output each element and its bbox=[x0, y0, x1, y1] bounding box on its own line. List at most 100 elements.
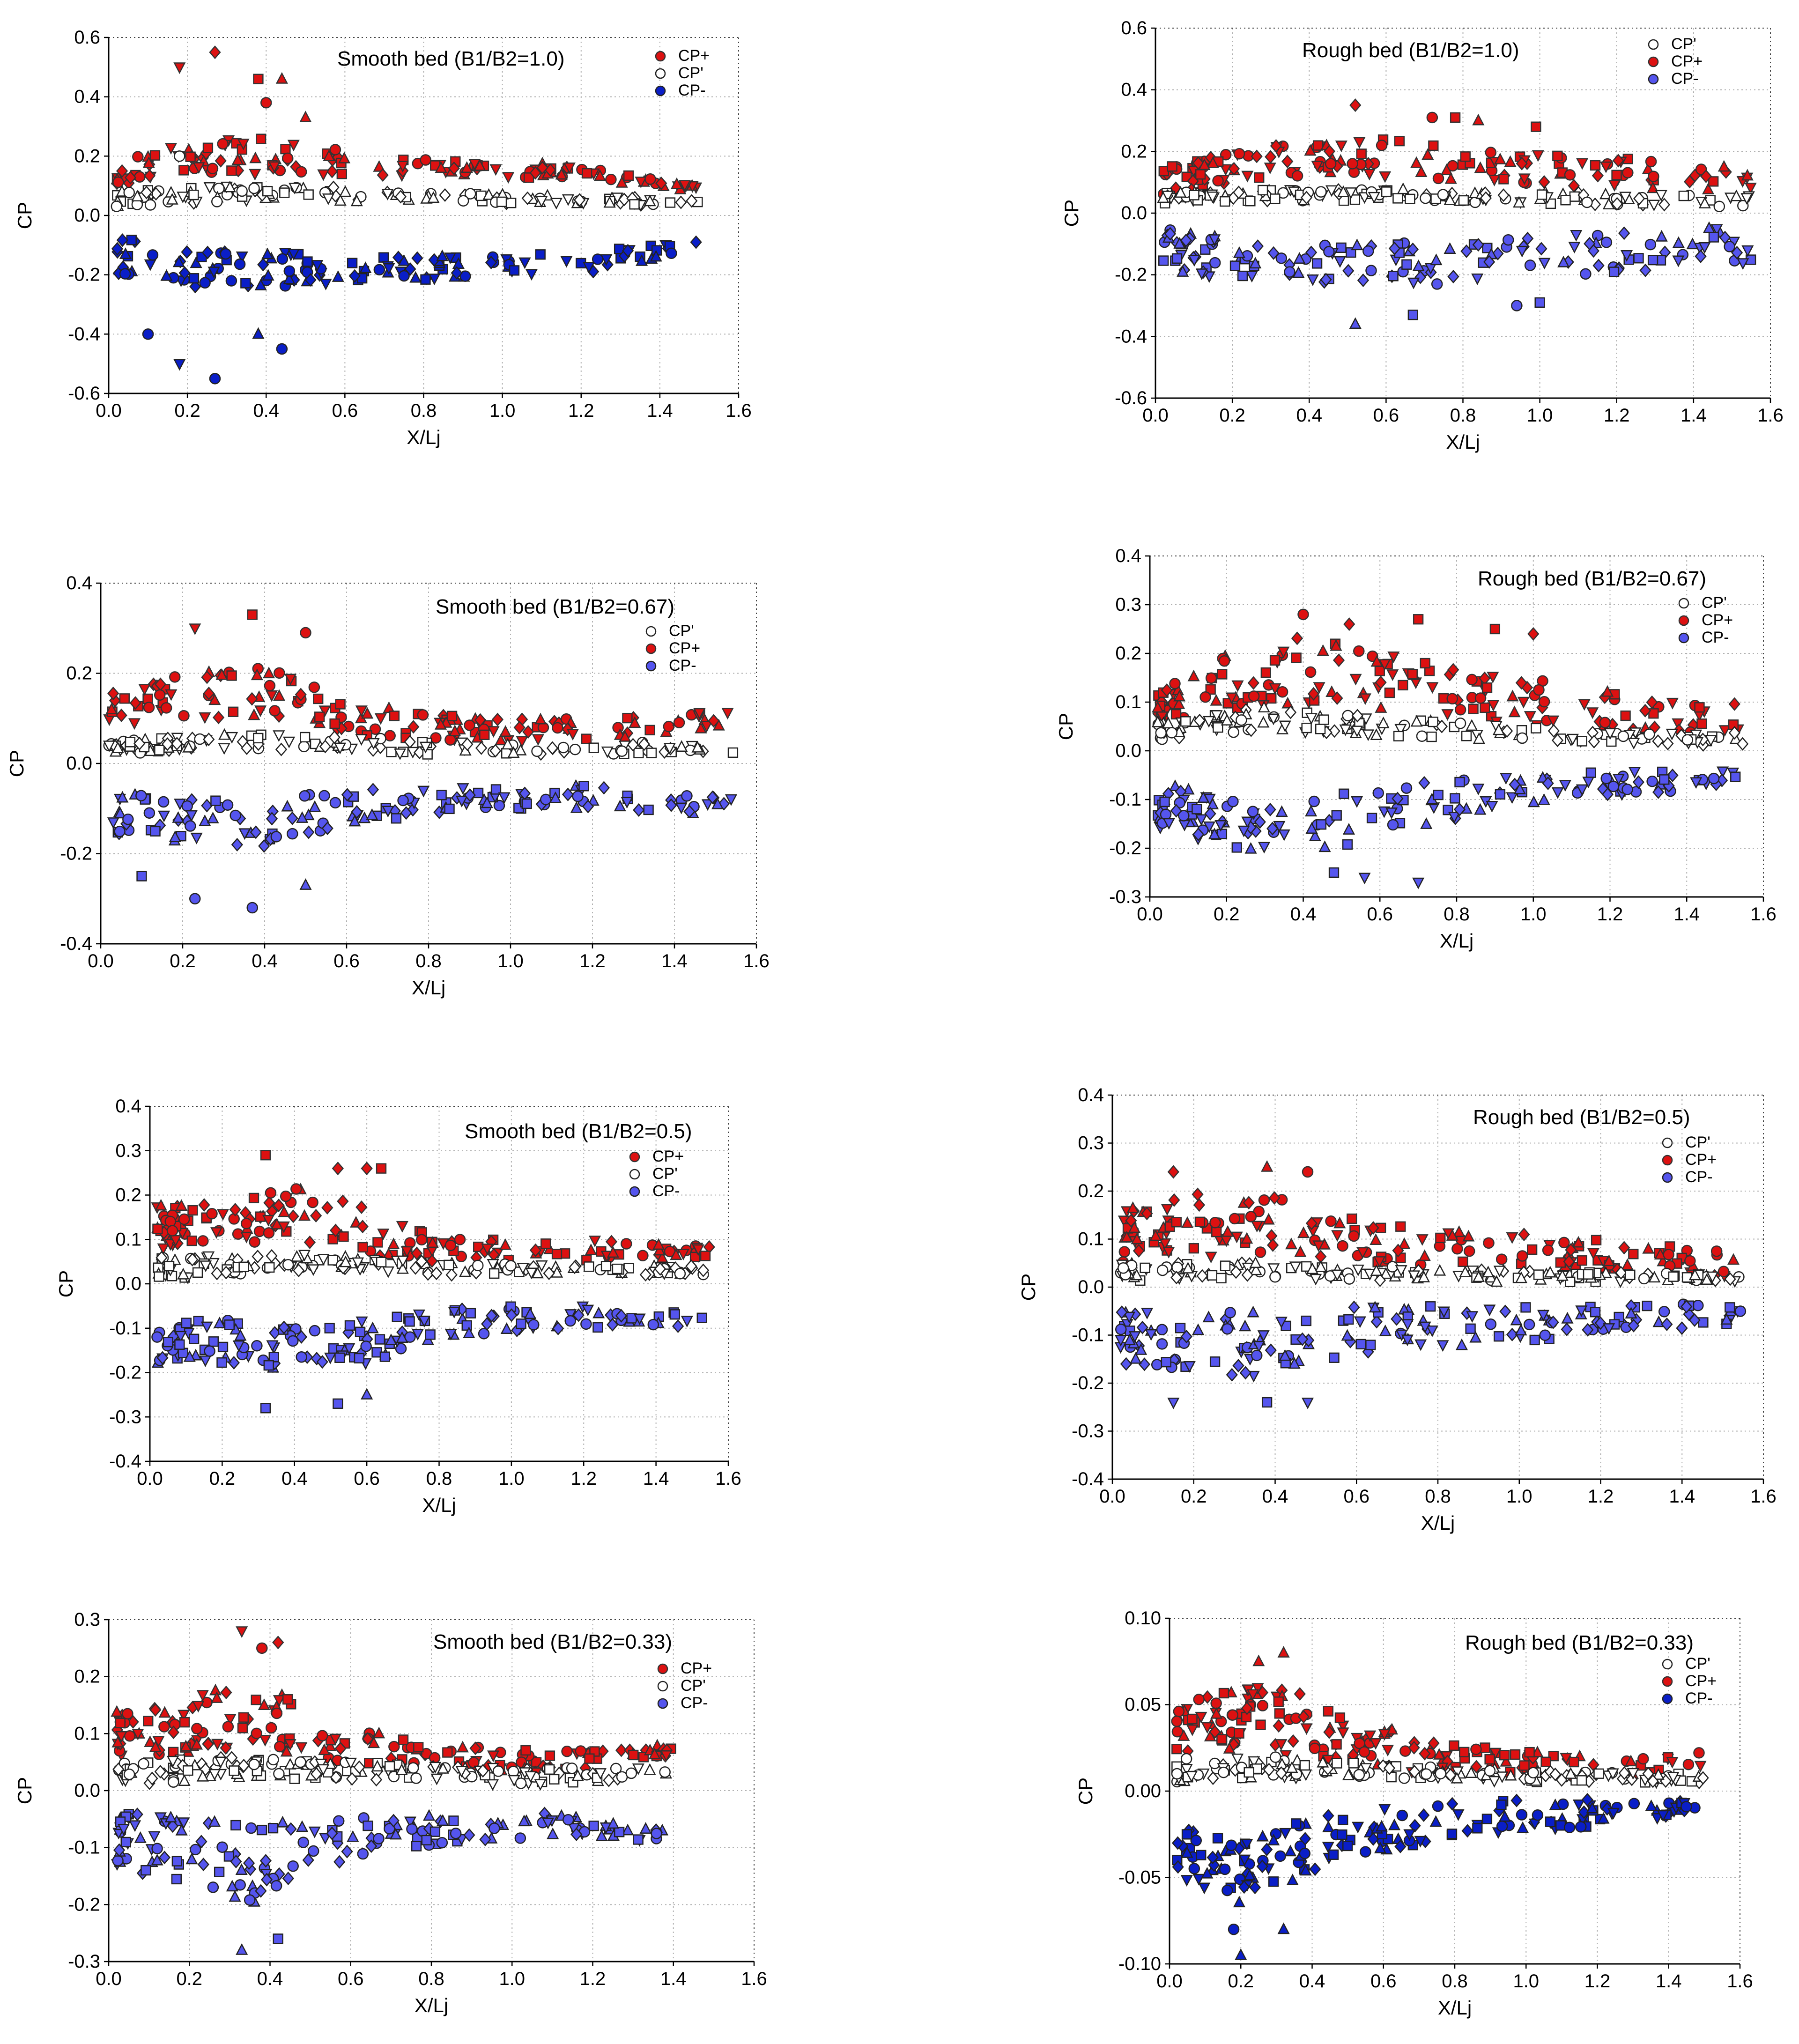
data-point bbox=[605, 1235, 618, 1249]
data-point bbox=[622, 244, 634, 258]
data-point bbox=[1500, 773, 1512, 785]
data-point bbox=[420, 154, 431, 166]
data-point bbox=[1480, 191, 1492, 205]
x-tick-label: 0.8 bbox=[1450, 405, 1476, 426]
data-point bbox=[628, 1749, 639, 1761]
data-point bbox=[1219, 164, 1232, 176]
data-point bbox=[1724, 241, 1735, 252]
data-point bbox=[280, 1745, 293, 1757]
data-point bbox=[1322, 1842, 1334, 1854]
data-point bbox=[188, 273, 200, 284]
data-point bbox=[1648, 200, 1660, 212]
data-point bbox=[376, 1257, 387, 1267]
data-point bbox=[1377, 716, 1390, 728]
data-point bbox=[1515, 1324, 1527, 1336]
data-point bbox=[111, 200, 123, 212]
data-point bbox=[1217, 669, 1228, 680]
data-point bbox=[209, 373, 221, 385]
data-point bbox=[571, 1769, 584, 1781]
data-point bbox=[332, 270, 344, 282]
data-point bbox=[1349, 317, 1362, 329]
data-point bbox=[1247, 1305, 1259, 1318]
panel-title: Rough bed (B1/B2=1.0) bbox=[1302, 39, 1519, 62]
data-point bbox=[1648, 170, 1659, 182]
data-point bbox=[1496, 1820, 1508, 1832]
data-point bbox=[1171, 1261, 1183, 1274]
data-point bbox=[1396, 1809, 1408, 1822]
data-point bbox=[262, 185, 273, 197]
data-point bbox=[1337, 1240, 1348, 1252]
data-point bbox=[1195, 814, 1207, 826]
data-point bbox=[1323, 1725, 1335, 1739]
data-point bbox=[1668, 1271, 1679, 1282]
legend-marker bbox=[655, 68, 666, 79]
data-point bbox=[1538, 696, 1550, 708]
data-point bbox=[1625, 1269, 1636, 1280]
data-point bbox=[1466, 1311, 1479, 1323]
data-point bbox=[1251, 1683, 1264, 1695]
data-point bbox=[643, 804, 654, 815]
data-point bbox=[284, 1739, 296, 1751]
data-point bbox=[1515, 1271, 1528, 1283]
data-point bbox=[1626, 1772, 1638, 1786]
data-point bbox=[582, 168, 592, 179]
data-point bbox=[572, 790, 584, 802]
data-point bbox=[1275, 1766, 1288, 1780]
data-point bbox=[1454, 718, 1466, 729]
data-point bbox=[1372, 787, 1384, 799]
data-point bbox=[1374, 666, 1385, 676]
data-point bbox=[1339, 724, 1352, 736]
data-point bbox=[1245, 196, 1256, 207]
data-point bbox=[1734, 1305, 1747, 1317]
data-point bbox=[491, 712, 504, 726]
data-point bbox=[1141, 1207, 1153, 1221]
data-point bbox=[507, 746, 520, 758]
data-point bbox=[258, 1698, 270, 1711]
data-point bbox=[1549, 1767, 1562, 1781]
data-point bbox=[1378, 659, 1391, 671]
data-point bbox=[566, 729, 579, 741]
data-point bbox=[238, 828, 251, 840]
data-point bbox=[1277, 1922, 1290, 1934]
data-point bbox=[248, 1758, 260, 1770]
data-point bbox=[158, 1706, 171, 1718]
data-point bbox=[677, 1249, 689, 1261]
data-point bbox=[152, 1223, 163, 1234]
data-point bbox=[283, 272, 296, 284]
data-point bbox=[1385, 807, 1398, 819]
data-point bbox=[143, 169, 156, 183]
data-point bbox=[1304, 666, 1317, 678]
data-point bbox=[419, 741, 432, 754]
data-point bbox=[330, 1770, 342, 1785]
data-point bbox=[1229, 1213, 1241, 1225]
data-point bbox=[266, 1249, 278, 1263]
data-point bbox=[1428, 717, 1438, 727]
data-point bbox=[1642, 1242, 1655, 1254]
data-point bbox=[585, 1243, 597, 1255]
data-point bbox=[142, 328, 154, 340]
data-point bbox=[509, 265, 520, 276]
data-point bbox=[644, 194, 656, 207]
data-point bbox=[329, 1223, 342, 1237]
data-point bbox=[1686, 237, 1699, 250]
data-point bbox=[1351, 726, 1363, 738]
y-axis-title: CP bbox=[1017, 1274, 1039, 1301]
data-point bbox=[263, 1227, 275, 1239]
data-point bbox=[351, 805, 363, 819]
data-point bbox=[1269, 655, 1281, 666]
data-point bbox=[1209, 1356, 1221, 1367]
y-axis-title: CP bbox=[14, 1777, 36, 1804]
data-point bbox=[226, 732, 238, 744]
data-point bbox=[296, 811, 309, 823]
data-point bbox=[1269, 1271, 1281, 1283]
data-point bbox=[587, 794, 600, 806]
data-point bbox=[396, 161, 409, 173]
y-tick-label: -0.4 bbox=[1115, 326, 1147, 347]
data-point bbox=[1414, 1836, 1427, 1848]
y-tick-label: 0.2 bbox=[1121, 141, 1147, 162]
data-point bbox=[1156, 1324, 1168, 1335]
data-point bbox=[1287, 1734, 1299, 1748]
data-point bbox=[1618, 1766, 1630, 1780]
data-point bbox=[1524, 259, 1536, 271]
chart-panel-3: 0.0 0.2 0.4 0.6 0.8 1.0 1.2 1.4 1.6-0.4-0.20.00.… bbox=[6, 573, 770, 999]
